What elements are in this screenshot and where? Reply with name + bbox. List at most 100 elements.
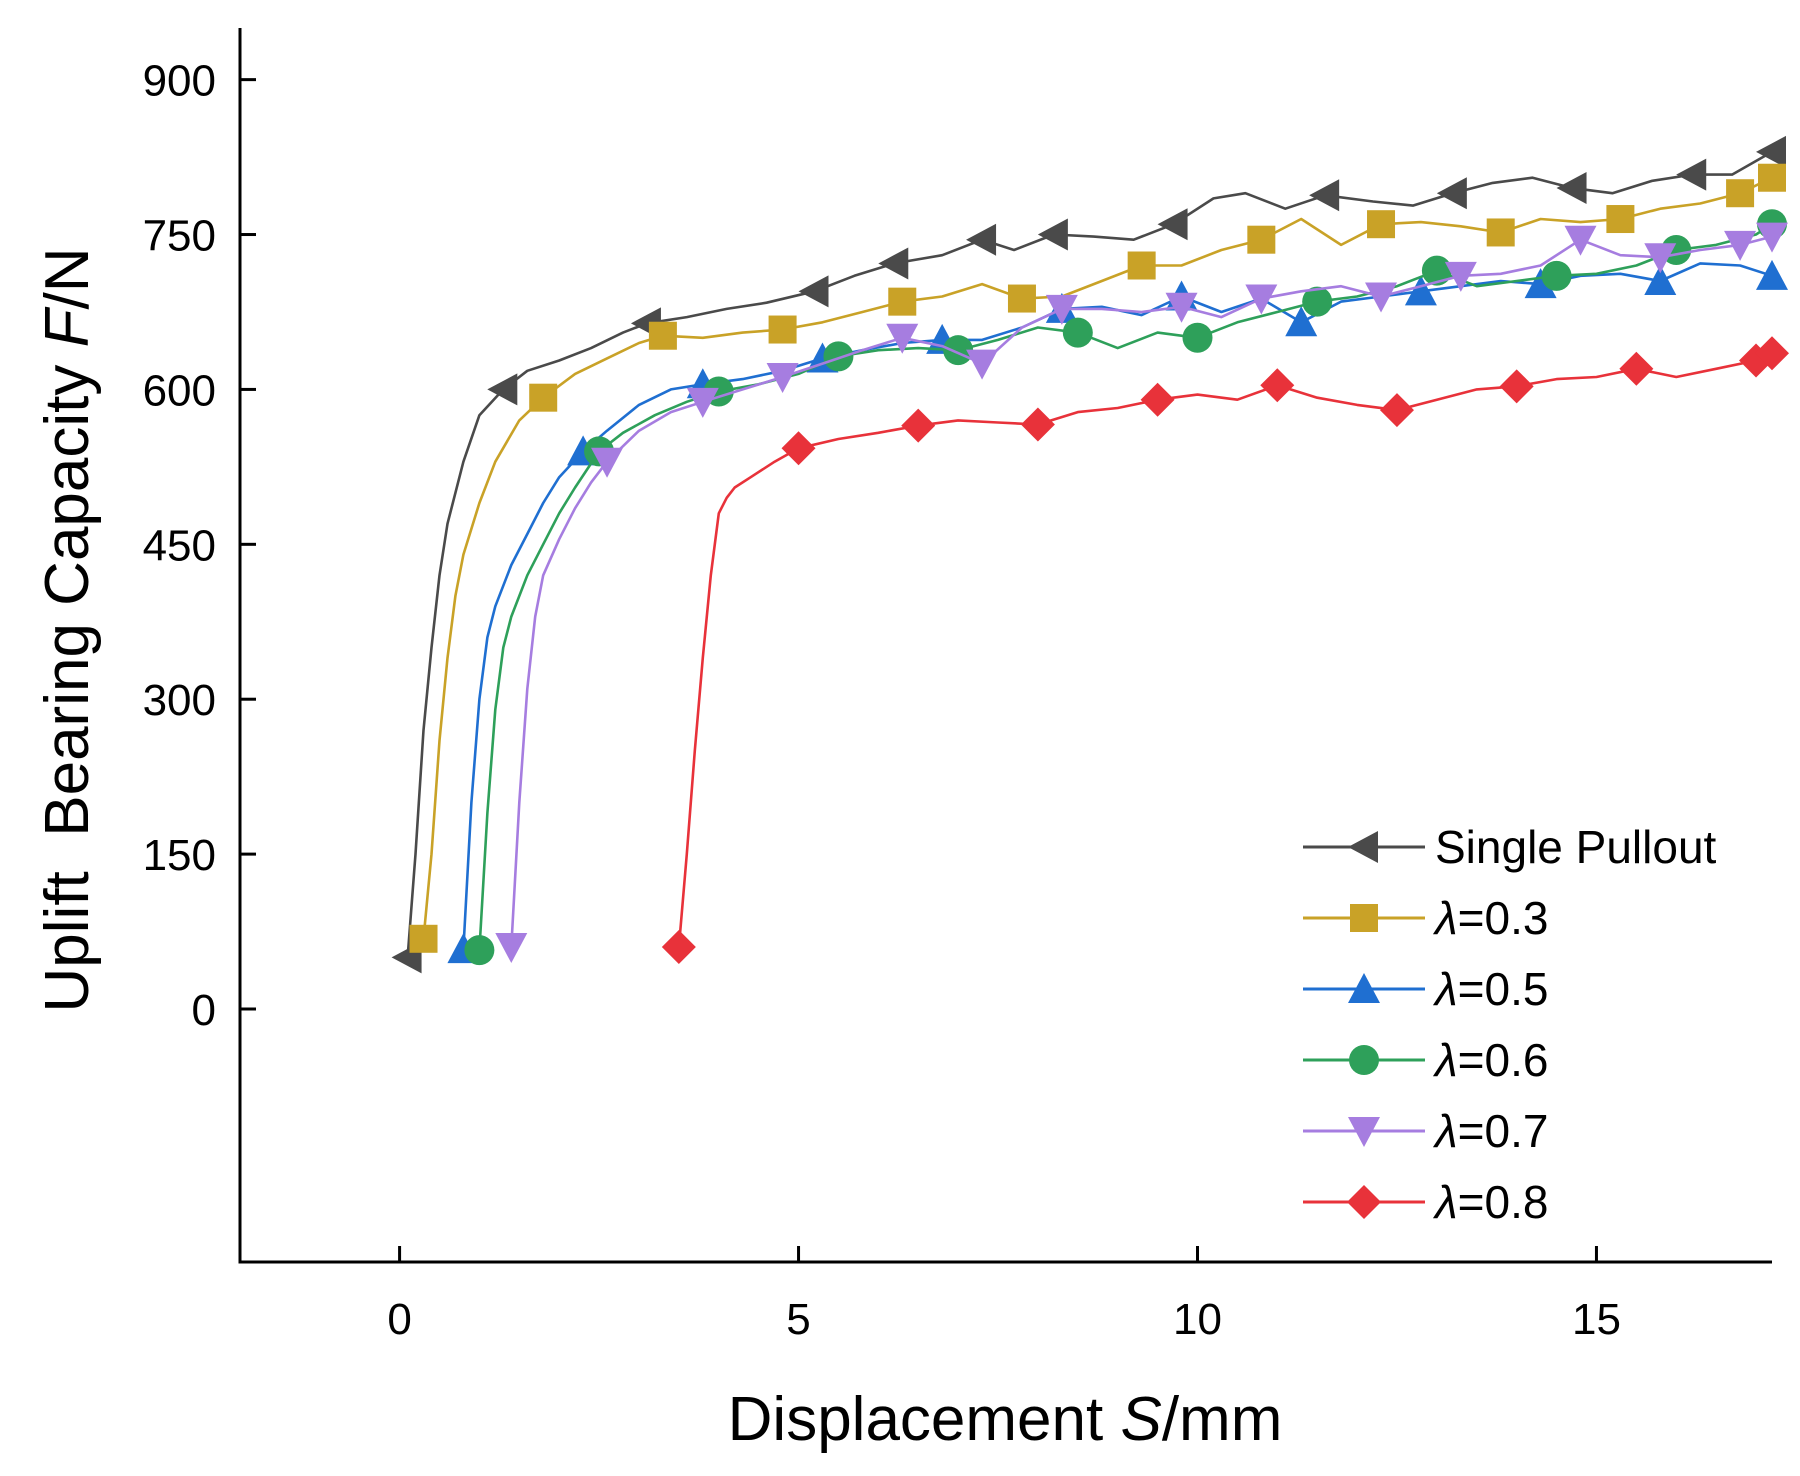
data-point xyxy=(1444,261,1477,292)
series-line xyxy=(677,352,1773,948)
data-point xyxy=(1309,179,1340,212)
x-tick-label: 0 xyxy=(387,1295,411,1344)
data-point xyxy=(1062,317,1093,348)
data-point xyxy=(1756,135,1786,168)
data-point xyxy=(1676,158,1707,191)
data-point xyxy=(1037,218,1068,251)
data-point xyxy=(1524,268,1557,299)
data-point xyxy=(1556,172,1587,205)
series-1 xyxy=(409,163,1786,953)
data-point xyxy=(1564,225,1597,256)
data-point xyxy=(1436,177,1467,210)
data-point xyxy=(781,431,816,466)
legend-label-value: =0.7 xyxy=(1458,1105,1549,1157)
y-tick-label: 300 xyxy=(143,676,216,725)
legend-label-value: =0.3 xyxy=(1458,892,1549,944)
legend-label: λ=0.6 xyxy=(1432,1034,1548,1086)
data-point xyxy=(529,383,558,412)
legend-label-symbol: λ xyxy=(1432,1105,1458,1157)
data-point xyxy=(1755,336,1789,371)
x-tick-label: 15 xyxy=(1572,1295,1621,1344)
data-point xyxy=(798,275,829,308)
data-point xyxy=(886,323,919,354)
data-point xyxy=(1247,225,1276,254)
y-tick-label: 150 xyxy=(143,831,216,880)
data-point xyxy=(1127,251,1156,280)
data-point xyxy=(1365,282,1398,313)
data-point xyxy=(823,341,854,372)
legend-label: λ=0.5 xyxy=(1432,963,1548,1015)
series-4 xyxy=(495,222,1788,964)
legend-marker xyxy=(1349,1045,1379,1075)
data-point xyxy=(1302,286,1333,317)
legend-label: Single Pullout xyxy=(1435,821,1717,873)
legend-label-symbol: λ xyxy=(1432,892,1458,944)
series-line xyxy=(510,235,1773,948)
data-point xyxy=(1756,222,1788,253)
legend-label-value: =0.6 xyxy=(1458,1034,1549,1086)
legend-label-symbol: λ xyxy=(1432,1034,1458,1086)
data-point xyxy=(1165,292,1198,323)
data-point xyxy=(487,373,518,406)
series-line xyxy=(406,150,1773,958)
legend-marker xyxy=(1348,973,1380,1003)
legend-label-value: =0.8 xyxy=(1458,1176,1549,1228)
y-tick-label: 600 xyxy=(143,366,216,415)
axis-frame xyxy=(238,28,1772,1264)
legend-item: λ=0.8 xyxy=(1303,1176,1548,1228)
data-point xyxy=(966,223,997,256)
legend-item: Single Pullout xyxy=(1303,821,1717,873)
legend-item: λ=0.6 xyxy=(1303,1034,1548,1086)
y-tick-label: 450 xyxy=(143,521,216,570)
data-point xyxy=(1182,322,1213,353)
x-tick-label: 5 xyxy=(786,1295,810,1344)
y-tick-label: 0 xyxy=(192,986,216,1035)
data-point xyxy=(1756,259,1788,290)
data-point xyxy=(1726,179,1755,208)
legend-label: λ=0.8 xyxy=(1432,1176,1548,1228)
series-5 xyxy=(661,336,1789,965)
data-point xyxy=(1245,284,1278,315)
legend-item: λ=0.3 xyxy=(1303,892,1548,944)
series-line xyxy=(478,223,1773,951)
legend-item: λ=0.5 xyxy=(1303,963,1548,1015)
y-tick-label: 750 xyxy=(143,212,216,261)
data-point xyxy=(878,247,909,280)
data-point xyxy=(901,408,936,443)
data-point xyxy=(1421,255,1452,286)
data-point xyxy=(768,315,797,344)
data-point xyxy=(1541,260,1572,291)
legend-label-symbol: λ xyxy=(1432,1176,1458,1228)
data-point xyxy=(1499,369,1534,404)
data-point xyxy=(661,930,696,965)
data-point xyxy=(1606,205,1635,234)
data-point xyxy=(888,287,917,316)
data-point xyxy=(1644,264,1677,295)
data-point xyxy=(1619,351,1654,386)
y-axis-title: Uplift Bearing Capacity F/N xyxy=(33,248,102,1013)
legend-marker xyxy=(1347,1185,1381,1219)
x-tick-label: 10 xyxy=(1173,1295,1222,1344)
data-point xyxy=(1644,243,1677,274)
data-point xyxy=(966,349,999,380)
data-point xyxy=(686,387,719,418)
data-point xyxy=(1007,284,1036,313)
data-point xyxy=(495,933,528,964)
data-point xyxy=(1724,230,1757,261)
legend-label-value: =0.5 xyxy=(1458,963,1549,1015)
data-point xyxy=(464,935,495,966)
x-axis-title: Displacement S/mm xyxy=(728,1385,1283,1454)
data-point xyxy=(1661,235,1692,266)
legend-marker xyxy=(1348,831,1378,863)
data-point xyxy=(591,447,624,478)
data-point xyxy=(766,363,799,394)
data-point xyxy=(1260,368,1295,403)
data-point xyxy=(1020,407,1055,442)
data-point xyxy=(1367,210,1396,239)
data-point xyxy=(1157,208,1188,241)
legend-item: λ=0.7 xyxy=(1303,1105,1548,1157)
data-point xyxy=(1758,163,1786,192)
data-point xyxy=(1045,294,1078,325)
